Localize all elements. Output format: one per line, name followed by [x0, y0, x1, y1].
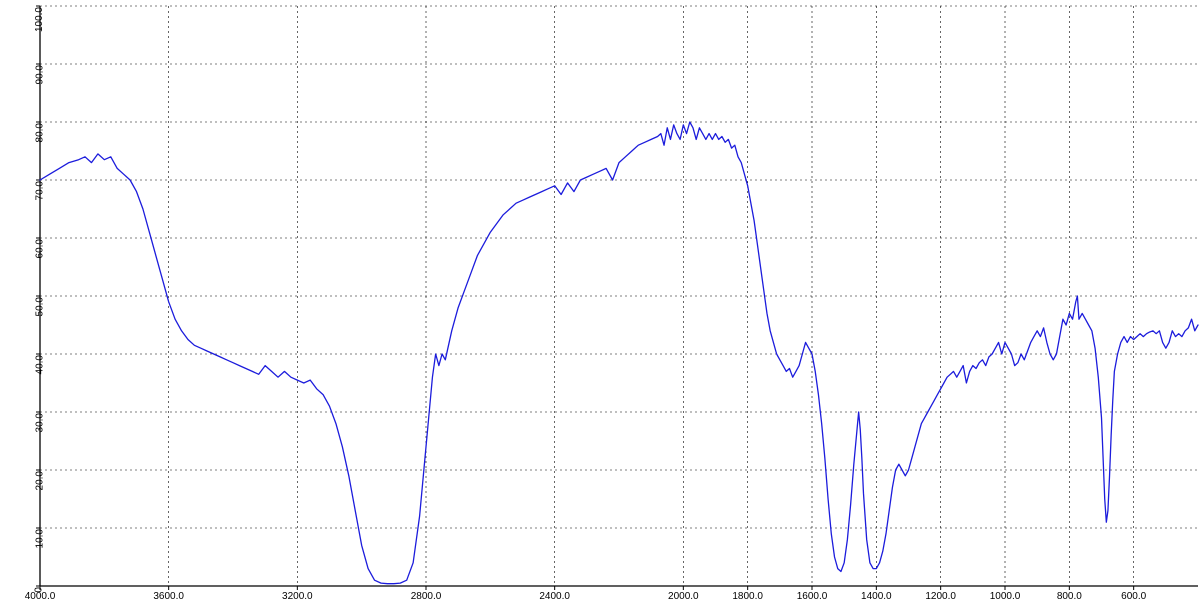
x-tick-label: 2000.0 — [668, 591, 699, 602]
y-tick-label: 10.0 — [34, 529, 45, 548]
x-tick-label: 1800.0 — [732, 591, 763, 602]
x-tick-label: 2400.0 — [539, 591, 570, 602]
ir-spectrum-chart: 010.020.030.040.050.060.070.080.090.0100… — [0, 0, 1200, 606]
y-tick-label: 60.0 — [34, 239, 45, 258]
x-tick-label: 1200.0 — [925, 591, 956, 602]
y-tick-label: 80.0 — [34, 123, 45, 142]
x-tick-label: 4000.0 — [25, 591, 56, 602]
y-tick-label: 20.0 — [34, 471, 45, 490]
y-tick-label: 40.0 — [34, 355, 45, 374]
x-tick-label: 3600.0 — [153, 591, 184, 602]
x-tick-label: 800.0 — [1057, 591, 1082, 602]
y-tick-label: 50.0 — [34, 297, 45, 316]
y-tick-label: 100.0 — [34, 7, 45, 32]
y-tick-label: 30.0 — [34, 413, 45, 432]
x-tick-label: 600.0 — [1121, 591, 1146, 602]
x-tick-label: 3200.0 — [282, 591, 313, 602]
chart-svg — [0, 0, 1200, 606]
x-tick-label: 1000.0 — [990, 591, 1021, 602]
y-tick-label: 70.0 — [34, 181, 45, 200]
y-tick-label: 90.0 — [34, 65, 45, 84]
x-tick-label: 1600.0 — [797, 591, 828, 602]
x-tick-label: 2800.0 — [411, 591, 442, 602]
x-tick-label: 1400.0 — [861, 591, 892, 602]
